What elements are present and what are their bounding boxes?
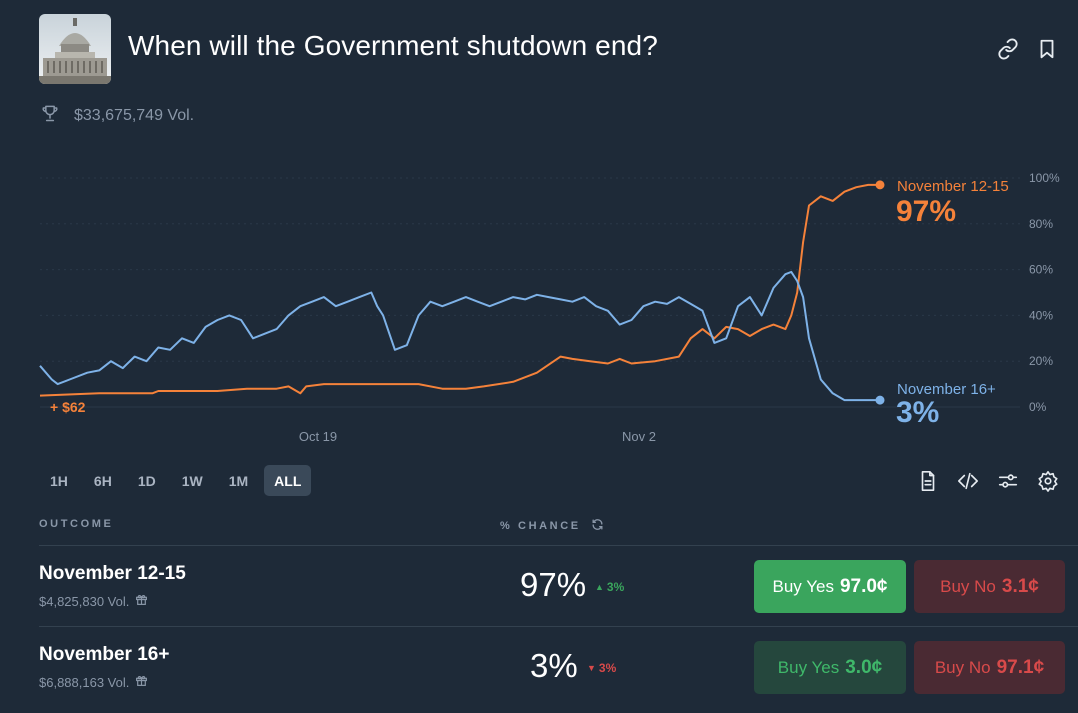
triangle-up-icon: ▲ — [595, 582, 604, 592]
y-tick-label: 0% — [1029, 400, 1047, 414]
outcome-volume-text: $6,888,163 Vol. — [39, 674, 130, 690]
series-name-label: November 16+ — [897, 381, 996, 398]
chance-delta-value: 3% — [606, 580, 625, 594]
total-volume: $33,675,749 Vol. — [74, 106, 195, 124]
outcome-chance: 97% — [520, 566, 587, 603]
range-button-all[interactable]: ALL — [264, 465, 312, 496]
time-range-selector: 1H 6H 1D 1W 1M ALL — [40, 465, 317, 496]
market-thumbnail — [39, 14, 111, 84]
range-button-1w[interactable]: 1W — [181, 472, 203, 489]
range-button-1h[interactable]: 1H — [50, 472, 68, 489]
outcome-column-header: OUTCOME — [39, 518, 114, 530]
outcome-chance: 3% — [530, 647, 578, 684]
series-value-label: 97% — [896, 195, 956, 228]
y-tick-label: 100% — [1029, 171, 1060, 185]
y-tick-label: 80% — [1029, 217, 1053, 231]
embed-code-icon[interactable] — [957, 470, 979, 492]
price-chart[interactable]: 100% 80% 60% 40% 20% 0% Oct 19 Nov 2 November … — [0, 150, 1078, 450]
y-axis-ticks: 100% 80% 60% 40% 20% 0% — [1029, 171, 1060, 414]
page-title: When will the Government shutdown end? — [128, 30, 658, 61]
trophy-icon — [40, 103, 60, 128]
range-button-6h[interactable]: 6H — [93, 472, 112, 489]
series-line-nov-12-15 — [39, 183, 880, 397]
outcome-name[interactable]: November 12-15 — [39, 563, 186, 584]
series-value-label: 3% — [896, 396, 939, 429]
series-endpoint — [875, 180, 885, 190]
chance-column-header: % CHANCE — [500, 518, 604, 534]
pnl-annotation: + $62 — [50, 399, 86, 415]
outcome-volume-text: $4,825,830 Vol. — [39, 593, 130, 609]
chance-column-label: % CHANCE — [500, 520, 581, 532]
buy-yes-label: Buy Yes — [772, 576, 834, 596]
series-name-label: November 12-15 — [897, 178, 1009, 195]
buy-yes-price: 97.0¢ — [839, 575, 888, 597]
triangle-down-icon: ▼ — [587, 663, 596, 673]
link-icon[interactable] — [997, 38, 1019, 60]
chart-grid — [40, 177, 1020, 408]
outcome-volume: $6,888,163 Vol. — [39, 674, 148, 690]
buy-yes-button[interactable]: Buy Yes 97.0¢ — [754, 560, 906, 613]
bookmark-icon[interactable] — [1036, 38, 1058, 60]
x-tick-label: Nov 2 — [622, 429, 656, 444]
buy-no-button[interactable]: Buy No 3.1¢ — [914, 560, 1065, 613]
chance-delta-up: ▲ 3% — [595, 580, 624, 594]
y-tick-label: 40% — [1029, 308, 1053, 322]
buy-yes-price: 3.0¢ — [845, 656, 883, 678]
volume-summary: $33,675,749 Vol. — [40, 103, 194, 128]
series-line-nov-16-plus — [39, 270, 880, 402]
gift-icon — [135, 593, 148, 609]
range-button-1d[interactable]: 1D — [137, 472, 156, 489]
buy-no-button[interactable]: Buy No 97.1¢ — [914, 641, 1065, 694]
x-tick-label: Oct 19 — [299, 429, 337, 444]
buy-no-label: Buy No — [934, 657, 991, 677]
buy-yes-label: Buy Yes — [777, 657, 840, 677]
chance-delta-down: ▼ 3% — [587, 661, 616, 675]
divider — [39, 545, 1078, 546]
gift-icon — [135, 674, 148, 690]
outcome-name[interactable]: November 16+ — [39, 644, 170, 665]
y-tick-label: 20% — [1029, 354, 1053, 368]
buy-no-price: 3.1¢ — [1001, 575, 1039, 597]
chance-delta-value: 3% — [598, 661, 617, 675]
range-button-1m[interactable]: 1M — [228, 472, 249, 489]
x-axis-ticks: Oct 19 Nov 2 — [299, 429, 656, 444]
chart-lines — [39, 180, 885, 405]
document-icon[interactable] — [917, 470, 939, 492]
buy-no-label: Buy No — [940, 576, 996, 596]
buy-yes-button[interactable]: Buy Yes 3.0¢ — [754, 641, 906, 694]
buy-no-price: 97.1¢ — [996, 656, 1045, 678]
y-tick-label: 60% — [1029, 263, 1053, 277]
settings-gear-icon[interactable] — [1037, 470, 1059, 492]
refresh-icon[interactable] — [591, 518, 604, 534]
divider — [39, 626, 1078, 627]
outcome-volume: $4,825,830 Vol. — [39, 593, 148, 609]
series-endpoint — [875, 395, 885, 405]
sliders-icon[interactable] — [997, 470, 1019, 492]
